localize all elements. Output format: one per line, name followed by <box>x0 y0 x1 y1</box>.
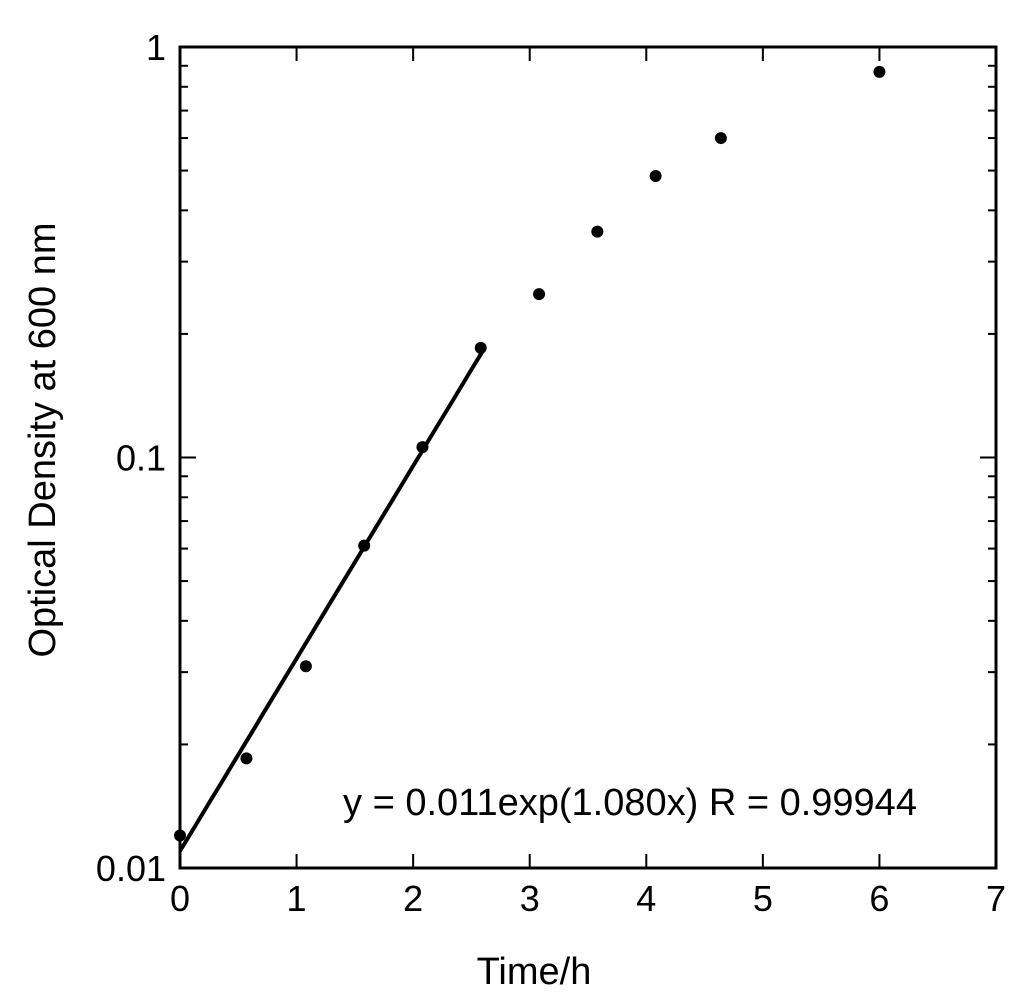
x-tick-label: 3 <box>520 878 540 919</box>
y-minor-ticks <box>180 64 996 746</box>
fit-line <box>178 349 485 853</box>
data-points <box>174 65 886 842</box>
plot-frame <box>178 45 998 870</box>
data-point <box>714 132 727 145</box>
data-point <box>591 225 604 238</box>
data-point <box>240 752 253 765</box>
x-tick-label: 5 <box>753 878 773 919</box>
data-point <box>299 660 312 673</box>
y-tick-label: 1 <box>146 27 166 68</box>
x-axis-label: Time/h <box>477 951 592 993</box>
x-tick-label: 1 <box>287 878 307 919</box>
fit-equation-label: y = 0.011exp(1.080x) R = 0.99944 <box>343 782 917 824</box>
data-point <box>474 341 487 354</box>
data-point <box>873 65 886 78</box>
data-point <box>649 170 662 183</box>
data-point <box>533 288 546 301</box>
x-tick-label: 4 <box>636 878 656 919</box>
x-ticks: 0 1 2 3 4 5 6 7 <box>170 47 1006 919</box>
data-point <box>358 539 371 552</box>
x-tick-label: 7 <box>986 878 1006 919</box>
data-point <box>174 829 186 842</box>
data-point <box>416 441 429 454</box>
y-tick-label: 0.1 <box>116 438 166 479</box>
x-tick-label: 0 <box>170 878 190 919</box>
x-tick-label: 2 <box>403 878 423 919</box>
x-tick-label: 6 <box>869 878 889 919</box>
y-axis-label: Optical Density at 600 nm <box>22 222 64 657</box>
y-tick-label: 0.01 <box>96 848 166 889</box>
y-ticks: 0.01 0.1 1 <box>96 27 996 889</box>
